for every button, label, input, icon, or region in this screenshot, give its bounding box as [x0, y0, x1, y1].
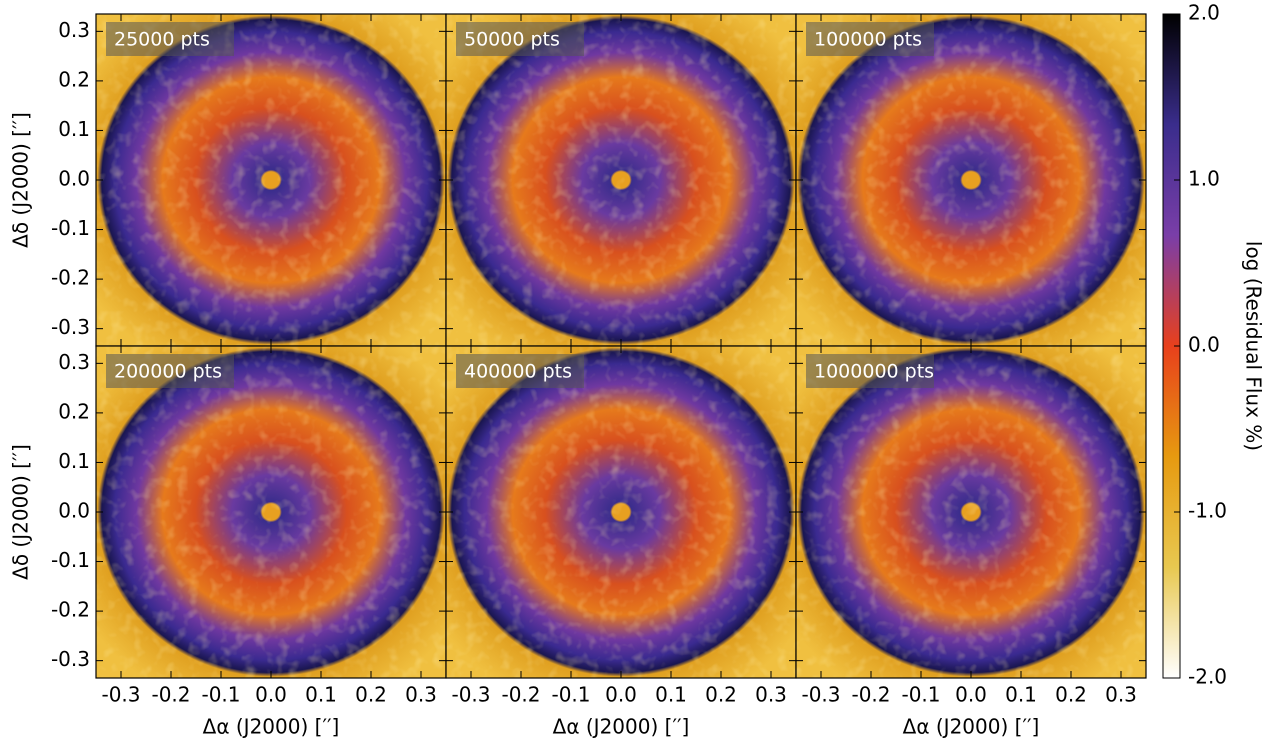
x-tick-label: -0.1	[901, 683, 940, 707]
y-tick-label: -0.1	[51, 548, 90, 572]
x-tick-label: 0.2	[705, 683, 737, 707]
x-axis-label: Δα (J2000) [′′]	[903, 715, 1040, 739]
x-tick-label: -0.2	[151, 683, 190, 707]
y-tick-label: -0.3	[51, 315, 90, 339]
panel-label: 100000 pts	[814, 29, 922, 51]
x-tick-label: 0.3	[1105, 683, 1137, 707]
x-axis-label: Δα (J2000) [′′]	[553, 715, 690, 739]
image-texture	[446, 346, 796, 678]
x-tick-label: 0.3	[405, 683, 437, 707]
image-texture	[96, 14, 446, 346]
x-tick-label: 0.2	[1055, 683, 1087, 707]
colorbar-tick-label: 1.0	[1188, 167, 1220, 191]
y-tick-label: -0.2	[51, 266, 90, 290]
y-tick-label: 0.2	[58, 399, 90, 423]
panel-label-box	[106, 22, 234, 56]
colorbar-label: log (Residual Flux %)	[1242, 241, 1266, 451]
panel-label-box	[456, 22, 584, 56]
panel-label-box	[806, 22, 934, 56]
y-axis-label: Δδ (J2000) [′′]	[9, 112, 33, 248]
x-tick-label: -0.3	[451, 683, 490, 707]
colorbar-tick-label: -2.0	[1188, 665, 1227, 689]
y-tick-label: 0.3	[58, 350, 90, 374]
x-tick-label: -0.1	[201, 683, 240, 707]
colorbar-tick-label: 2.0	[1188, 1, 1220, 25]
y-axis-label: Δδ (J2000) [′′]	[9, 444, 33, 580]
y-tick-label: -0.2	[51, 598, 90, 622]
colorbar-tick-label: 0.0	[1188, 333, 1220, 357]
y-tick-label: 0.2	[58, 67, 90, 91]
x-tick-label: -0.3	[801, 683, 840, 707]
x-tick-label: 0.0	[955, 683, 987, 707]
panel-label-box	[456, 354, 584, 388]
y-tick-label: 0.3	[58, 18, 90, 42]
x-tick-label: -0.2	[851, 683, 890, 707]
x-tick-label: 0.1	[1005, 683, 1037, 707]
y-tick-label: 0.0	[58, 167, 90, 191]
x-tick-label: -0.3	[101, 683, 140, 707]
x-tick-label: -0.1	[551, 683, 590, 707]
panel-label-box	[106, 354, 234, 388]
colorbar-tick-label: -1.0	[1188, 499, 1227, 523]
panel-label: 1000000 pts	[814, 361, 934, 383]
x-tick-label: 0.1	[655, 683, 687, 707]
y-tick-label: 0.1	[58, 449, 90, 473]
x-tick-label: 0.1	[305, 683, 337, 707]
panel-label-box	[806, 354, 934, 388]
panel-label: 50000 pts	[464, 29, 560, 51]
image-texture	[446, 14, 796, 346]
x-axis-label: Δα (J2000) [′′]	[203, 715, 340, 739]
y-tick-label: -0.1	[51, 216, 90, 240]
x-tick-label: -0.2	[501, 683, 540, 707]
panel-label: 400000 pts	[464, 361, 572, 383]
x-tick-label: 0.0	[605, 683, 637, 707]
y-tick-label: -0.3	[51, 647, 90, 671]
panel-label: 200000 pts	[114, 361, 222, 383]
panels: 25000 pts -0.3 -0.2 -0.1 0.0 0.1 0.2 0.3 Δδ (J20…	[9, 13, 1147, 739]
x-tick-label: 0.2	[355, 683, 387, 707]
image-texture	[796, 346, 1146, 678]
image-texture	[796, 14, 1146, 346]
y-tick-label: 0.1	[58, 117, 90, 141]
x-tick-label: 0.3	[755, 683, 787, 707]
y-tick-label: 0.0	[58, 499, 90, 523]
panel-label: 25000 pts	[114, 29, 210, 51]
image-texture	[96, 346, 446, 678]
x-tick-label: 0.0	[255, 683, 287, 707]
